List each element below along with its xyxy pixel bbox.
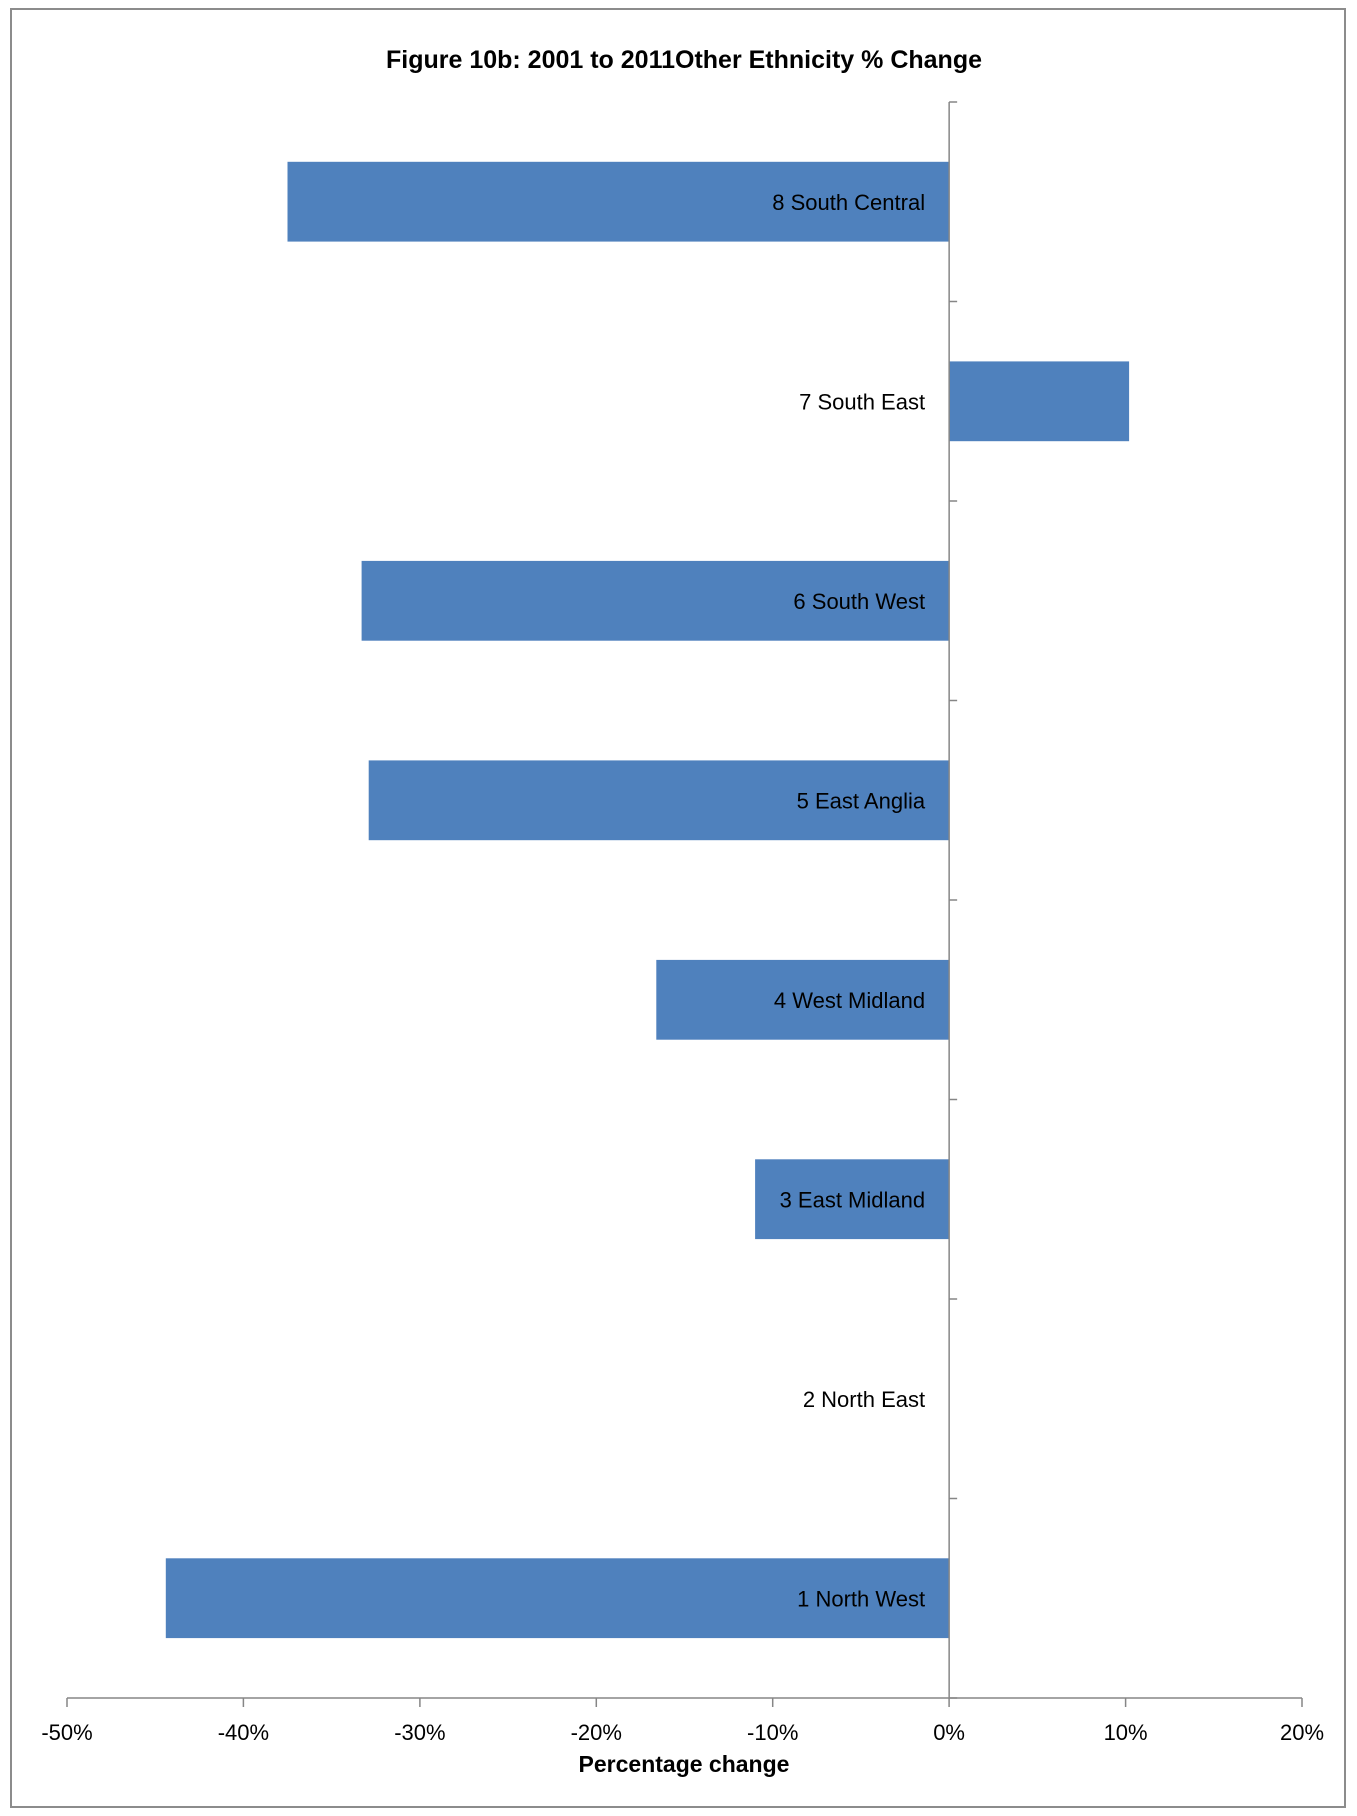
axes-layer <box>66 101 1303 1707</box>
bar-1-north-west <box>165 1558 950 1639</box>
category-label-2-north-east: 2 North East <box>803 1387 925 1412</box>
category-label-1-north-west: 1 North West <box>797 1586 925 1611</box>
bars-layer <box>165 161 1130 1639</box>
bar-3-east-midland <box>755 1159 950 1240</box>
chart-title: Figure 10b: 2001 to 2011Other Ethnicity … <box>386 46 982 74</box>
category-label-7-south-east: 7 South East <box>799 389 925 414</box>
category-label-4-west-midland: 4 West Midland <box>774 988 925 1013</box>
x-tick-label: 10% <box>1104 1720 1148 1745</box>
bar-8-south-central <box>287 161 950 242</box>
x-tick-label: -30% <box>394 1720 445 1745</box>
x-tick-label: 0% <box>933 1720 965 1745</box>
x-tick-label: -10% <box>747 1720 798 1745</box>
x-tick-label: -50% <box>41 1720 92 1745</box>
bar-chart: Figure 10b: 2001 to 2011Other Ethnicity … <box>41 46 1324 1777</box>
labels-layer: 1 North West 2 North East 3 East Midland 4 … <box>41 190 1324 1745</box>
bar-7-south-east <box>949 361 1130 442</box>
x-tick-label: -40% <box>218 1720 269 1745</box>
category-label-6-south-west: 6 South West <box>793 589 925 614</box>
bar-4-west-midland <box>656 959 950 1040</box>
category-label-3-east-midland: 3 East Midland <box>780 1187 926 1212</box>
category-label-5-east-anglia: 5 East Anglia <box>797 788 926 813</box>
category-label-8-south-central: 8 South Central <box>772 190 925 215</box>
x-tick-label: -20% <box>571 1720 622 1745</box>
bar-5-east-anglia <box>368 760 950 841</box>
bar-6-south-west <box>361 560 950 641</box>
x-tick-label: 20% <box>1280 1720 1324 1745</box>
x-axis-title: Percentage change <box>579 1751 790 1777</box>
chart-frame: Figure 10b: 2001 to 2011Other Ethnicity … <box>10 8 1346 1808</box>
